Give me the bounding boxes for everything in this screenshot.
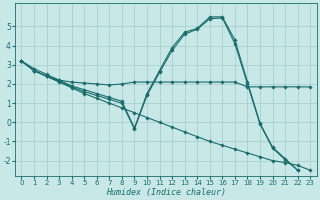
X-axis label: Humidex (Indice chaleur): Humidex (Indice chaleur) xyxy=(106,188,226,197)
